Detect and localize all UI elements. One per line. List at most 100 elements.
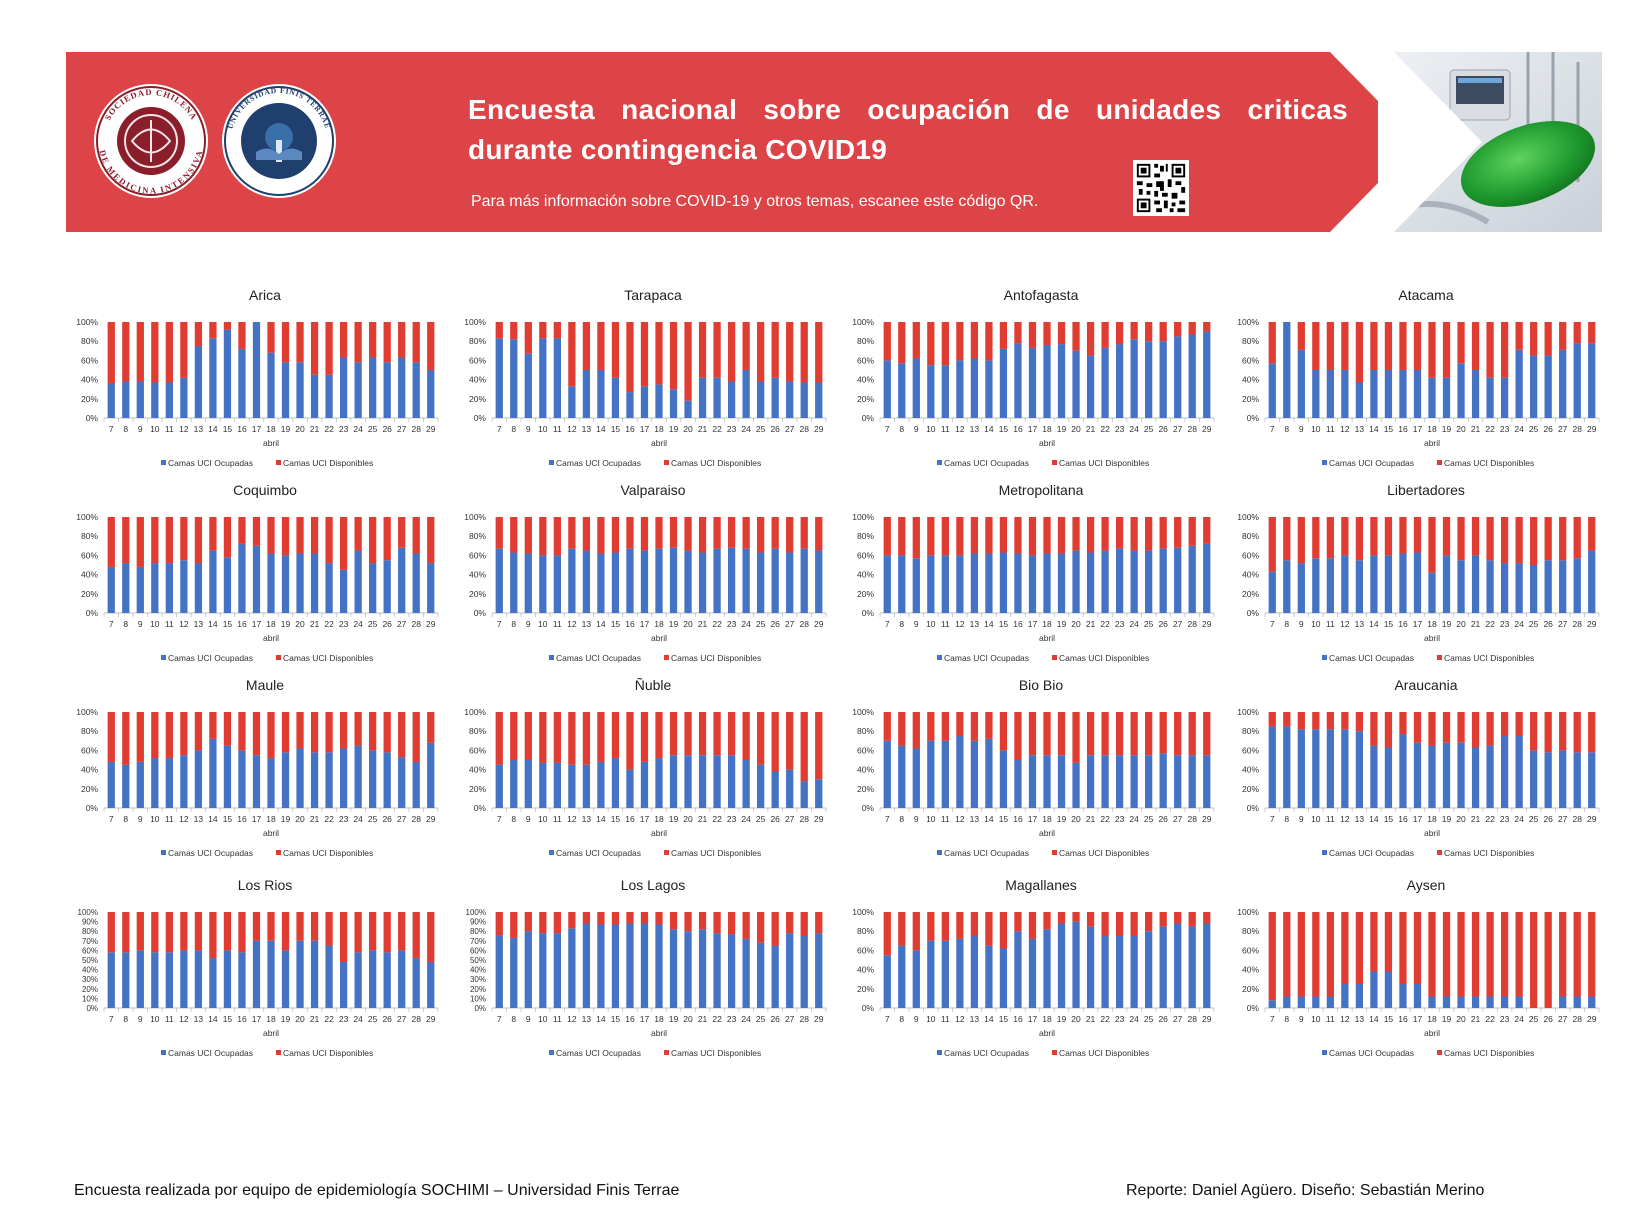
bar-ocupadas <box>354 362 362 418</box>
y-tick-label: 0% <box>862 608 875 618</box>
bar-disponibles <box>626 517 634 549</box>
bar-ocupadas <box>568 548 576 613</box>
bar-disponibles <box>771 517 779 549</box>
bar-disponibles <box>1130 322 1138 340</box>
bar-disponibles <box>1159 912 1167 927</box>
x-axis-label: abril <box>1424 633 1440 643</box>
bar-ocupadas <box>325 945 333 1008</box>
x-tick-label: 15 <box>1384 1014 1394 1024</box>
bar-ocupadas <box>1442 996 1451 1008</box>
bar-ocupadas <box>165 563 173 613</box>
x-tick-label: 20 <box>1071 814 1081 824</box>
x-tick-label: 10 <box>150 1014 160 1024</box>
bar-ocupadas <box>1043 929 1051 1008</box>
bar-disponibles <box>383 912 391 953</box>
x-tick-label: 26 <box>1158 619 1168 629</box>
bar-disponibles <box>727 712 736 756</box>
bar-ocupadas <box>1188 926 1196 1008</box>
bar-disponibles <box>912 712 920 749</box>
x-tick-label: 15 <box>999 424 1009 434</box>
bar-ocupadas <box>209 958 217 1008</box>
x-tick-label: 25 <box>756 1014 766 1024</box>
bar-ocupadas <box>107 383 115 418</box>
x-tick-label: 26 <box>1543 814 1553 824</box>
bar-disponibles <box>369 912 377 951</box>
bar-ocupadas <box>815 933 823 1008</box>
x-tick-label: 27 <box>785 424 795 434</box>
x-tick-label: 22 <box>1100 814 1110 824</box>
bar-ocupadas <box>1057 755 1066 808</box>
legend-swatch-ocupadas <box>1322 655 1327 660</box>
bar-disponibles <box>985 912 993 946</box>
bar-ocupadas <box>1428 377 1436 418</box>
bar-disponibles <box>727 517 736 548</box>
x-tick-label: 27 <box>397 1014 407 1024</box>
bar-disponibles <box>1072 912 1080 922</box>
y-tick-label: 40% <box>857 965 874 975</box>
bar-ocupadas <box>122 764 130 808</box>
bar-disponibles <box>684 517 692 551</box>
x-tick-label: 13 <box>582 424 592 434</box>
x-tick-label: 26 <box>382 424 392 434</box>
bar-ocupadas <box>310 940 319 1008</box>
x-tick-label: 9 <box>526 1014 531 1024</box>
bar-ocupadas <box>626 548 634 613</box>
bar-disponibles <box>1428 322 1436 378</box>
bar-disponibles <box>1043 912 1051 930</box>
bar-disponibles <box>1341 517 1349 556</box>
bar-disponibles <box>281 912 290 951</box>
chart-title: Libertadores <box>1387 482 1465 498</box>
x-tick-label: 12 <box>179 814 189 824</box>
x-tick-label: 9 <box>1299 424 1304 434</box>
bar-disponibles <box>655 322 663 385</box>
y-tick-label: 0% <box>1247 1003 1260 1013</box>
y-tick-label: 20% <box>81 784 98 794</box>
bar-disponibles <box>912 912 920 951</box>
bar-ocupadas <box>267 758 275 808</box>
x-tick-label: 9 <box>1299 1014 1304 1024</box>
bar-disponibles <box>1573 322 1581 344</box>
y-tick-label: 20% <box>857 784 874 794</box>
bar-disponibles <box>339 517 348 570</box>
bar-disponibles <box>122 322 130 382</box>
bar-disponibles <box>1399 322 1407 370</box>
x-tick-label: 23 <box>1115 619 1125 629</box>
y-tick-label: 40% <box>81 765 98 775</box>
bar-ocupadas <box>1014 760 1022 808</box>
qr-code[interactable] <box>1133 160 1189 216</box>
bar-disponibles <box>165 517 173 564</box>
chart-title: Los Rios <box>238 877 292 893</box>
bar-disponibles <box>1086 712 1095 756</box>
bar-ocupadas <box>495 935 503 1008</box>
bar-disponibles <box>1413 712 1422 743</box>
y-tick-label: 0% <box>474 1004 486 1013</box>
x-tick-label: 24 <box>1129 619 1139 629</box>
bar-ocupadas <box>742 548 750 613</box>
x-tick-label: 27 <box>1558 619 1568 629</box>
x-tick-label: 29 <box>1202 814 1212 824</box>
bar-ocupadas <box>655 924 663 1008</box>
y-tick-label: 20% <box>857 394 874 404</box>
x-tick-label: 25 <box>368 424 378 434</box>
bar-ocupadas <box>999 750 1008 808</box>
bar-disponibles <box>136 912 144 951</box>
bar-ocupadas <box>223 557 232 613</box>
bar-ocupadas <box>786 769 794 808</box>
bar-disponibles <box>1559 912 1567 997</box>
x-tick-label: 27 <box>1173 1014 1183 1024</box>
title-line-2: durante contingencia COVID19 <box>468 134 888 165</box>
bar-disponibles <box>539 912 547 934</box>
x-tick-label: 10 <box>538 424 548 434</box>
legend-label-disponibles: Camas UCI Disponibles <box>671 653 761 663</box>
bar-ocupadas <box>698 552 707 613</box>
bar-disponibles <box>281 322 290 363</box>
bar-ocupadas <box>180 950 188 1008</box>
x-tick-label: 10 <box>926 619 936 629</box>
bar-ocupadas <box>1043 755 1051 808</box>
bar-ocupadas <box>1457 560 1465 613</box>
chart-title: Magallanes <box>1005 877 1077 893</box>
bar-ocupadas <box>238 543 246 613</box>
y-tick-label: 60% <box>469 745 486 755</box>
x-axis-label: abril <box>263 633 279 643</box>
y-tick-label: 0% <box>1247 413 1260 423</box>
